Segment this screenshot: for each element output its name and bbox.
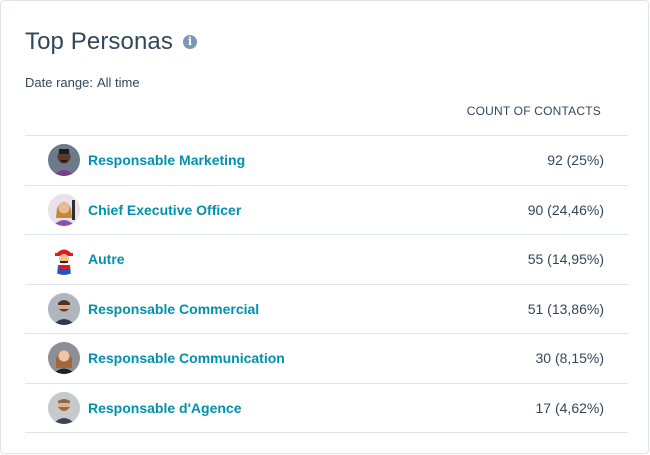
table-row: Responsable Commercial 51 (13,86%) [25,285,628,334]
contact-count: 17 (4,62%) [535,399,604,416]
persona-link[interactable]: Responsable Commercial [88,300,260,317]
table-row: Autre 55 (14,95%) [25,235,628,285]
avatar [48,144,80,177]
persona-link[interactable]: Responsable Marketing [88,152,246,169]
avatar [48,193,80,226]
avatar [48,292,80,325]
contact-count: 92 (25%) [547,152,604,169]
contact-count: 90 (24,46%) [527,201,604,218]
info-icon[interactable]: i [182,35,197,49]
date-range-label: Date range: [25,75,93,90]
table-row: Responsable d'Agence 17 (4,62%) [25,384,628,433]
persona-link[interactable]: Responsable d'Agence [88,399,242,416]
avatar [48,243,80,276]
avatar [48,342,80,375]
column-header-count[interactable]: COUNT OF CONTACTS [466,104,601,118]
table-row: Responsable Marketing 92 (25%) [25,136,628,186]
persona-link[interactable]: Autre [88,251,125,268]
table-row: Responsable Communication 30 (8,15%) [25,334,628,384]
card-title: Top Personas [25,28,173,55]
date-range-value: All time [96,75,140,90]
personas-table: Responsable Marketing 92 (25%) Chief Exe… [25,135,628,433]
contact-count: 30 (8,15%) [535,350,604,367]
date-range: Date range: All time [25,75,140,90]
avatar [48,391,80,424]
contact-count: 55 (14,95%) [527,251,604,268]
table-row: Chief Executive Officer 90 (24,46%) [25,186,628,235]
persona-link[interactable]: Responsable Communication [88,350,285,367]
persona-link[interactable]: Chief Executive Officer [88,201,242,218]
title-row: Top Personas i [25,25,197,59]
contact-count: 51 (13,86%) [527,300,604,317]
